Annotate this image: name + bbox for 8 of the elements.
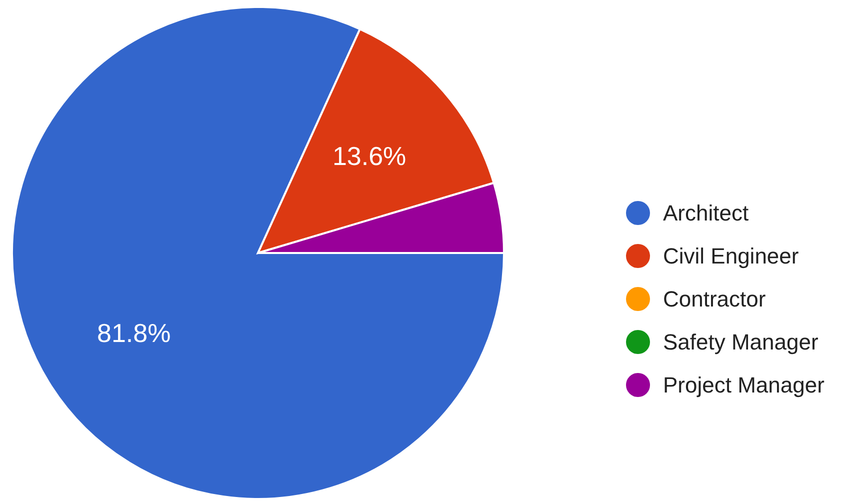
- data-label: 81.8%: [97, 318, 171, 348]
- legend-label: Safety Manager: [663, 330, 818, 354]
- data-label: 13.6%: [332, 141, 406, 172]
- legend-label: Civil Engineer: [663, 244, 799, 268]
- pie-slice: [11, 6, 505, 500]
- legend-label: Contractor: [663, 286, 766, 312]
- legend-label: Architect: [663, 200, 749, 226]
- legend-label: Project Manager: [663, 372, 824, 398]
